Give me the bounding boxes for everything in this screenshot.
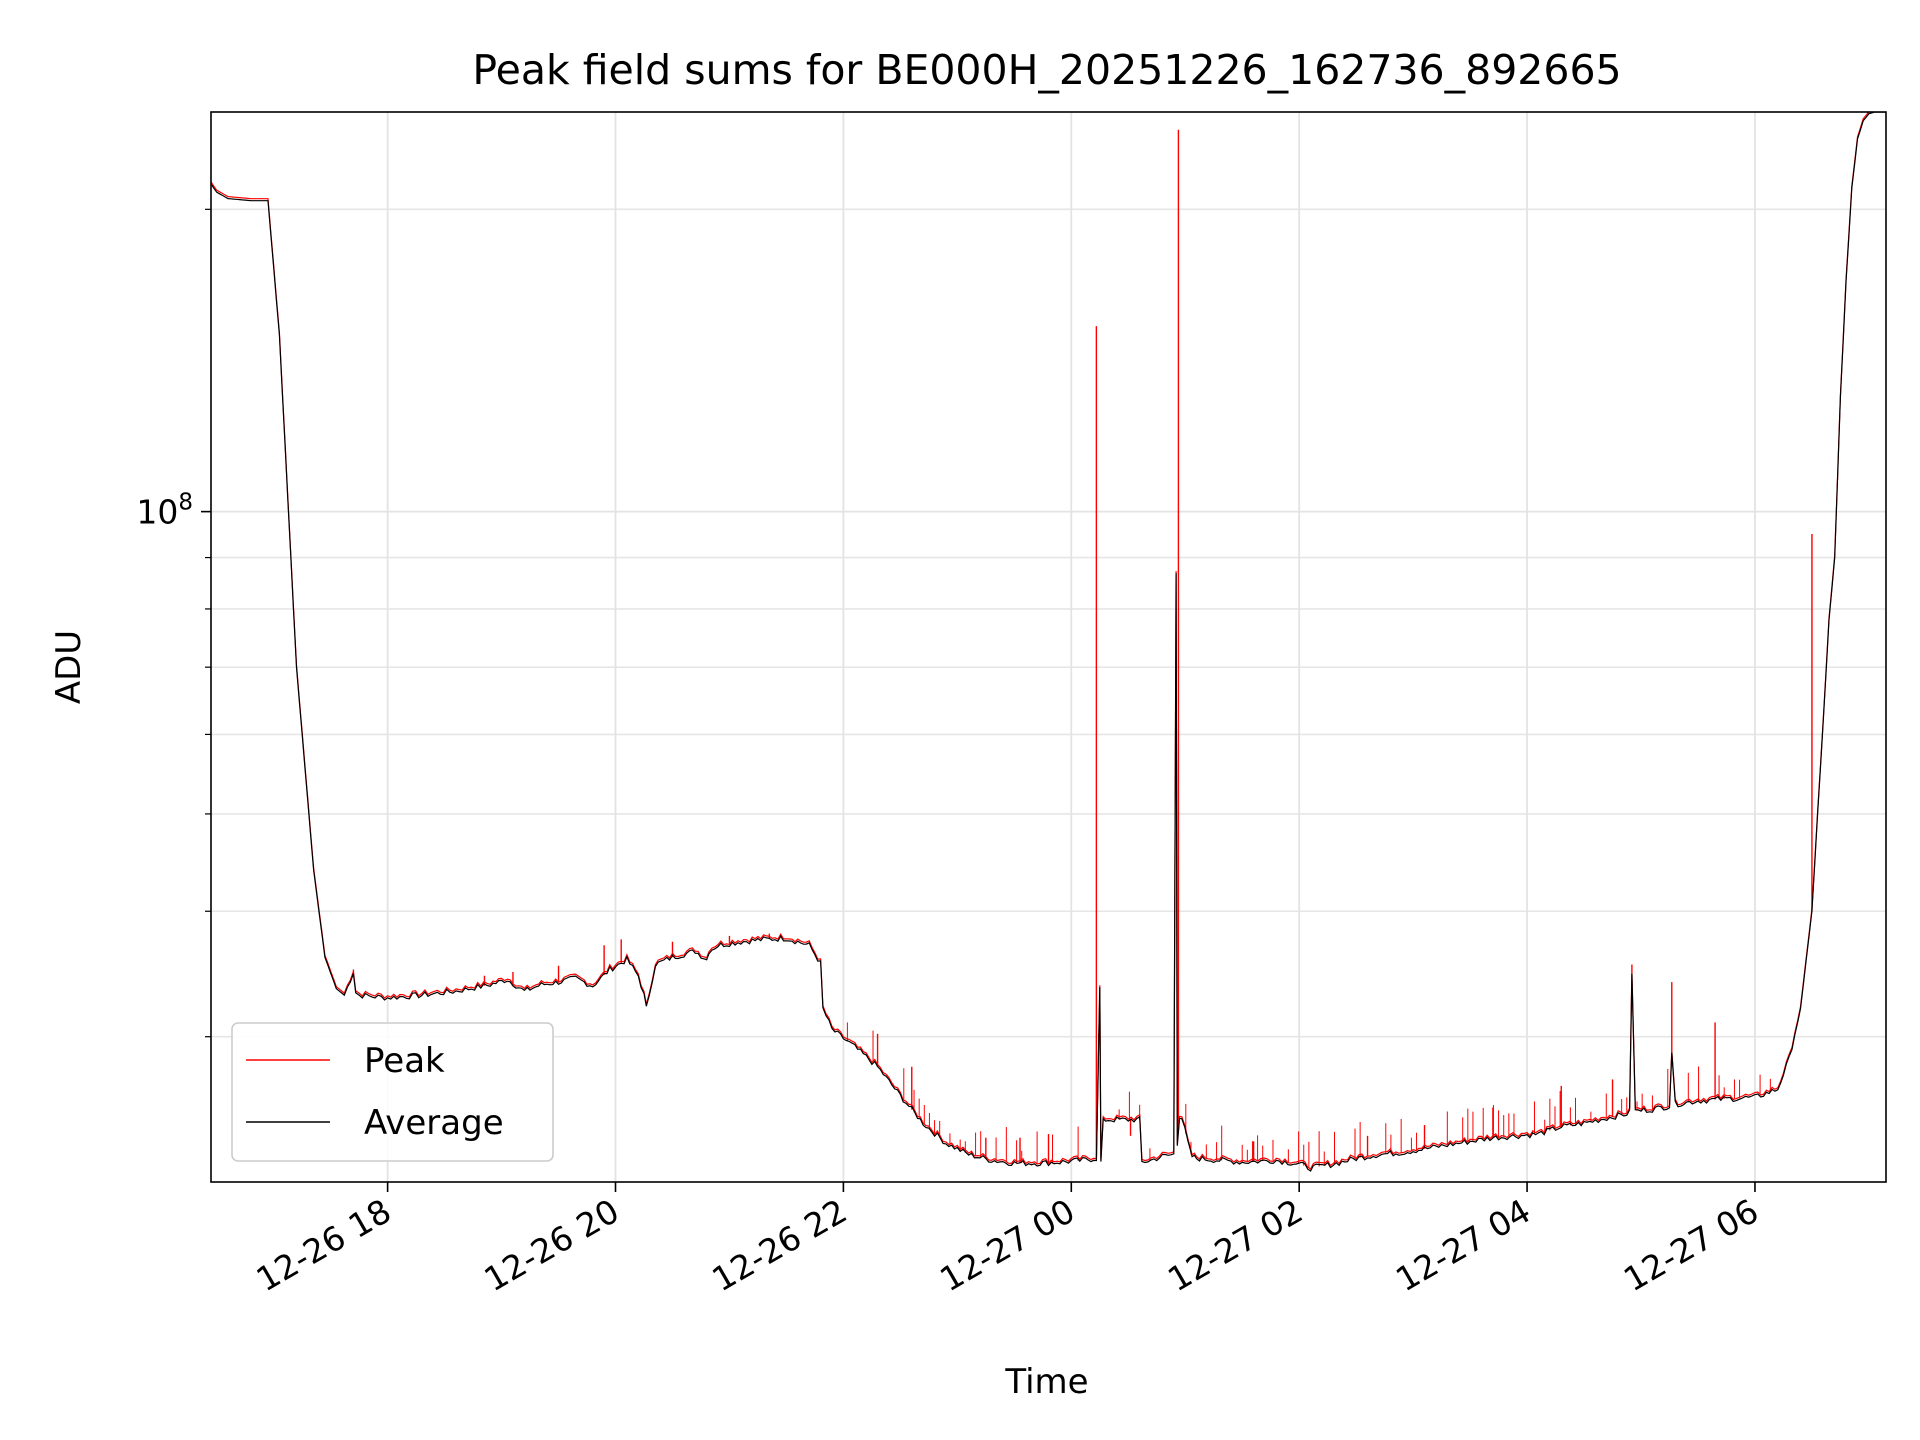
minor-gridlines bbox=[211, 208, 1886, 1038]
legend: Peak Average bbox=[231, 1022, 554, 1162]
legend-box bbox=[231, 1022, 554, 1162]
y-tick-label: 108 bbox=[136, 490, 193, 532]
plot-frame bbox=[210, 111, 1887, 1183]
plot-area bbox=[211, 112, 1886, 1172]
chart-title: Peak field sums for BE000H_20251226_1627… bbox=[472, 46, 1621, 94]
x-axis-label: Time bbox=[1004, 1362, 1088, 1402]
series-peak-line bbox=[211, 112, 1871, 1170]
series-average-line bbox=[211, 112, 1886, 1172]
legend-average-label: Average bbox=[364, 1103, 504, 1143]
y-axis-ticks: 108 bbox=[136, 208, 211, 1038]
y-tick-label-exponent: 8 bbox=[178, 490, 193, 516]
major-gridlines bbox=[211, 112, 1886, 1182]
legend-peak-label: Peak bbox=[364, 1041, 445, 1081]
y-tick-label-base: 10 bbox=[136, 493, 178, 532]
y-axis-label: ADU bbox=[49, 630, 89, 704]
